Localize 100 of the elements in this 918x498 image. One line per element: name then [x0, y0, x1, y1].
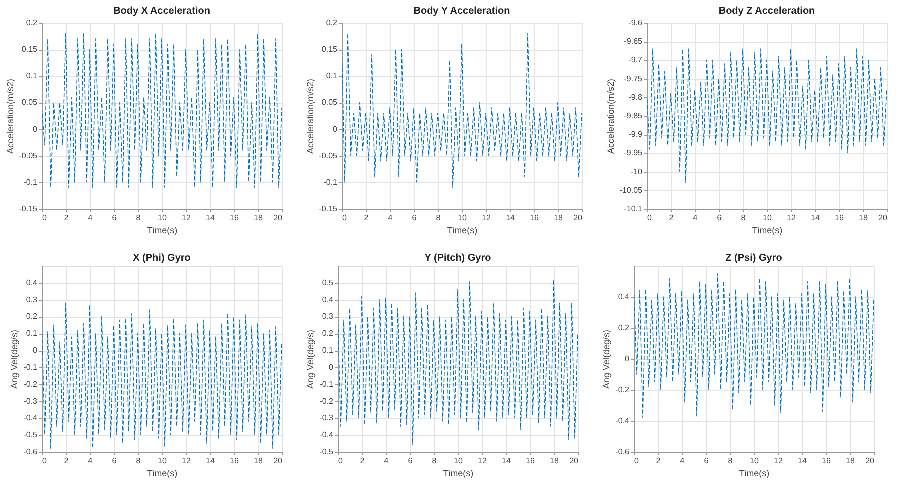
- y-tick-label: -9.75: [624, 74, 644, 84]
- y-tick-label: -0.4: [24, 414, 38, 423]
- x-tick-label: 14: [206, 214, 216, 222]
- y-tick-label: -0.1: [24, 362, 38, 372]
- y-tick-label: -10: [630, 167, 644, 176]
- x-tick-label: 18: [550, 456, 560, 466]
- y-tick-label: 0.4: [322, 295, 334, 304]
- x-tick-label: 6: [704, 456, 710, 466]
- x-tick-label: 20: [574, 214, 584, 222]
- x-tick-label: 8: [136, 214, 142, 222]
- y-tick-label: 0.5: [322, 278, 334, 288]
- y-tick-label: 0: [33, 346, 38, 356]
- y-tick-label: -9.8: [628, 92, 644, 102]
- y-tick-label: -0.2: [320, 396, 334, 406]
- x-tick-label: 4: [384, 456, 390, 466]
- x-tick-label: 14: [506, 214, 516, 222]
- x-axis-title: Time(s): [739, 468, 770, 478]
- x-tick-label: 20: [866, 456, 876, 466]
- x-tick-label: 4: [680, 456, 686, 466]
- x-tick-label: 0: [42, 214, 48, 222]
- x-tick-label: 6: [408, 456, 414, 466]
- chart-title: Body Z Acceleration: [718, 6, 816, 17]
- y-tick-label: 0.3: [322, 312, 334, 322]
- y-tick-label: -0.5: [320, 448, 334, 456]
- y-tick-label: -0.1: [24, 178, 38, 187]
- x-tick-label: 20: [274, 214, 284, 222]
- y-tick-label: -0.05: [19, 151, 38, 160]
- line-series: [338, 279, 578, 446]
- x-axis-title: Time(s): [147, 468, 178, 478]
- x-axis-title: Time(s): [447, 226, 478, 236]
- y-tick-label: 0.05: [22, 98, 38, 108]
- x-tick-label: 12: [482, 214, 492, 222]
- x-tick-label: 14: [502, 456, 512, 466]
- x-tick-label: 18: [846, 456, 856, 466]
- chart-title: Body Y Acceleration: [414, 6, 510, 17]
- y-tick-label: 0.2: [26, 312, 38, 322]
- x-tick-label: 2: [360, 456, 366, 466]
- x-tick-label: 12: [182, 456, 192, 466]
- y-axis-title: Acceleration(m/s2): [606, 78, 616, 154]
- x-tick-label: 10: [454, 456, 464, 466]
- y-tick-label: 0.1: [326, 72, 338, 81]
- x-tick-label: 16: [835, 214, 844, 222]
- y-tick-label: -0.1: [320, 380, 334, 389]
- x-tick-label: 8: [136, 456, 142, 466]
- x-tick-label: 16: [530, 214, 540, 222]
- y-tick-label: -0.15: [319, 204, 338, 214]
- y-tick-label: 0: [33, 124, 38, 134]
- y-tick-label: 0.2: [326, 18, 338, 28]
- x-tick-label: 16: [230, 214, 240, 222]
- x-tick-label: 6: [412, 214, 418, 222]
- y-tick-label: -9.95: [624, 148, 644, 158]
- x-tick-label: 2: [64, 456, 70, 466]
- x-tick-label: 6: [112, 214, 118, 222]
- y-tick-label: -0.3: [24, 396, 38, 406]
- y-tick-label: 0.2: [322, 329, 334, 338]
- x-tick-label: 8: [728, 456, 734, 466]
- x-tick-label: 12: [774, 456, 784, 466]
- y-axis-title: Acceleration(m/s2): [5, 78, 16, 154]
- y-tick-label: -9.9: [628, 130, 644, 140]
- x-tick-label: 4: [88, 456, 94, 466]
- y-tick-label: -9.85: [624, 112, 644, 120]
- y-axis-title: Ang Vel(deg/s): [306, 330, 316, 390]
- y-tick-label: -10.1: [624, 204, 644, 214]
- line-series: [42, 33, 282, 188]
- x-tick-label: 16: [822, 456, 832, 466]
- y-tick-label: -10.05: [620, 186, 644, 195]
- y-tick-label: 0: [333, 124, 338, 134]
- y-tick-label: -0.3: [320, 414, 334, 423]
- x-tick-label: 4: [88, 214, 94, 222]
- y-axis-title: Ang Vel(deg/s): [602, 330, 612, 390]
- y-tick-label: 0.2: [618, 324, 630, 332]
- chart-title: Body X Acceleration: [114, 6, 210, 17]
- x-tick-label: 20: [274, 456, 284, 466]
- x-tick-label: 10: [458, 214, 468, 222]
- x-tick-label: 6: [717, 214, 722, 222]
- x-tick-label: 12: [478, 456, 488, 466]
- y-tick-label: 0.05: [322, 98, 338, 108]
- y-tick-label: 0.3: [26, 295, 38, 304]
- x-tick-label: 18: [254, 456, 264, 466]
- x-tick-label: 8: [741, 214, 746, 222]
- y-tick-label: 0: [329, 362, 334, 372]
- x-tick-label: 16: [526, 456, 536, 466]
- line-series: [647, 48, 887, 184]
- x-tick-label: 0: [648, 214, 652, 222]
- y-tick-label: 0.4: [26, 278, 38, 288]
- y-tick-label: -0.4: [320, 430, 334, 440]
- x-axis-title: Time(s): [443, 468, 474, 478]
- y-tick-label: -9.6: [628, 18, 644, 28]
- x-tick-label: 2: [669, 214, 674, 222]
- y-tick-label: 0.1: [26, 329, 38, 338]
- x-tick-label: 8: [432, 456, 438, 466]
- x-tick-label: 20: [570, 456, 580, 466]
- chart-title: Z (Psi) Gyro: [726, 253, 782, 264]
- x-axis-title: Time(s): [147, 226, 178, 236]
- y-tick-label: -0.5: [24, 430, 38, 440]
- y-tick-label: -0.15: [19, 204, 38, 214]
- x-tick-label: 12: [787, 214, 796, 222]
- y-tick-label: -0.1: [324, 178, 338, 187]
- y-tick-label: -9.65: [624, 37, 644, 46]
- x-tick-label: 14: [811, 214, 820, 222]
